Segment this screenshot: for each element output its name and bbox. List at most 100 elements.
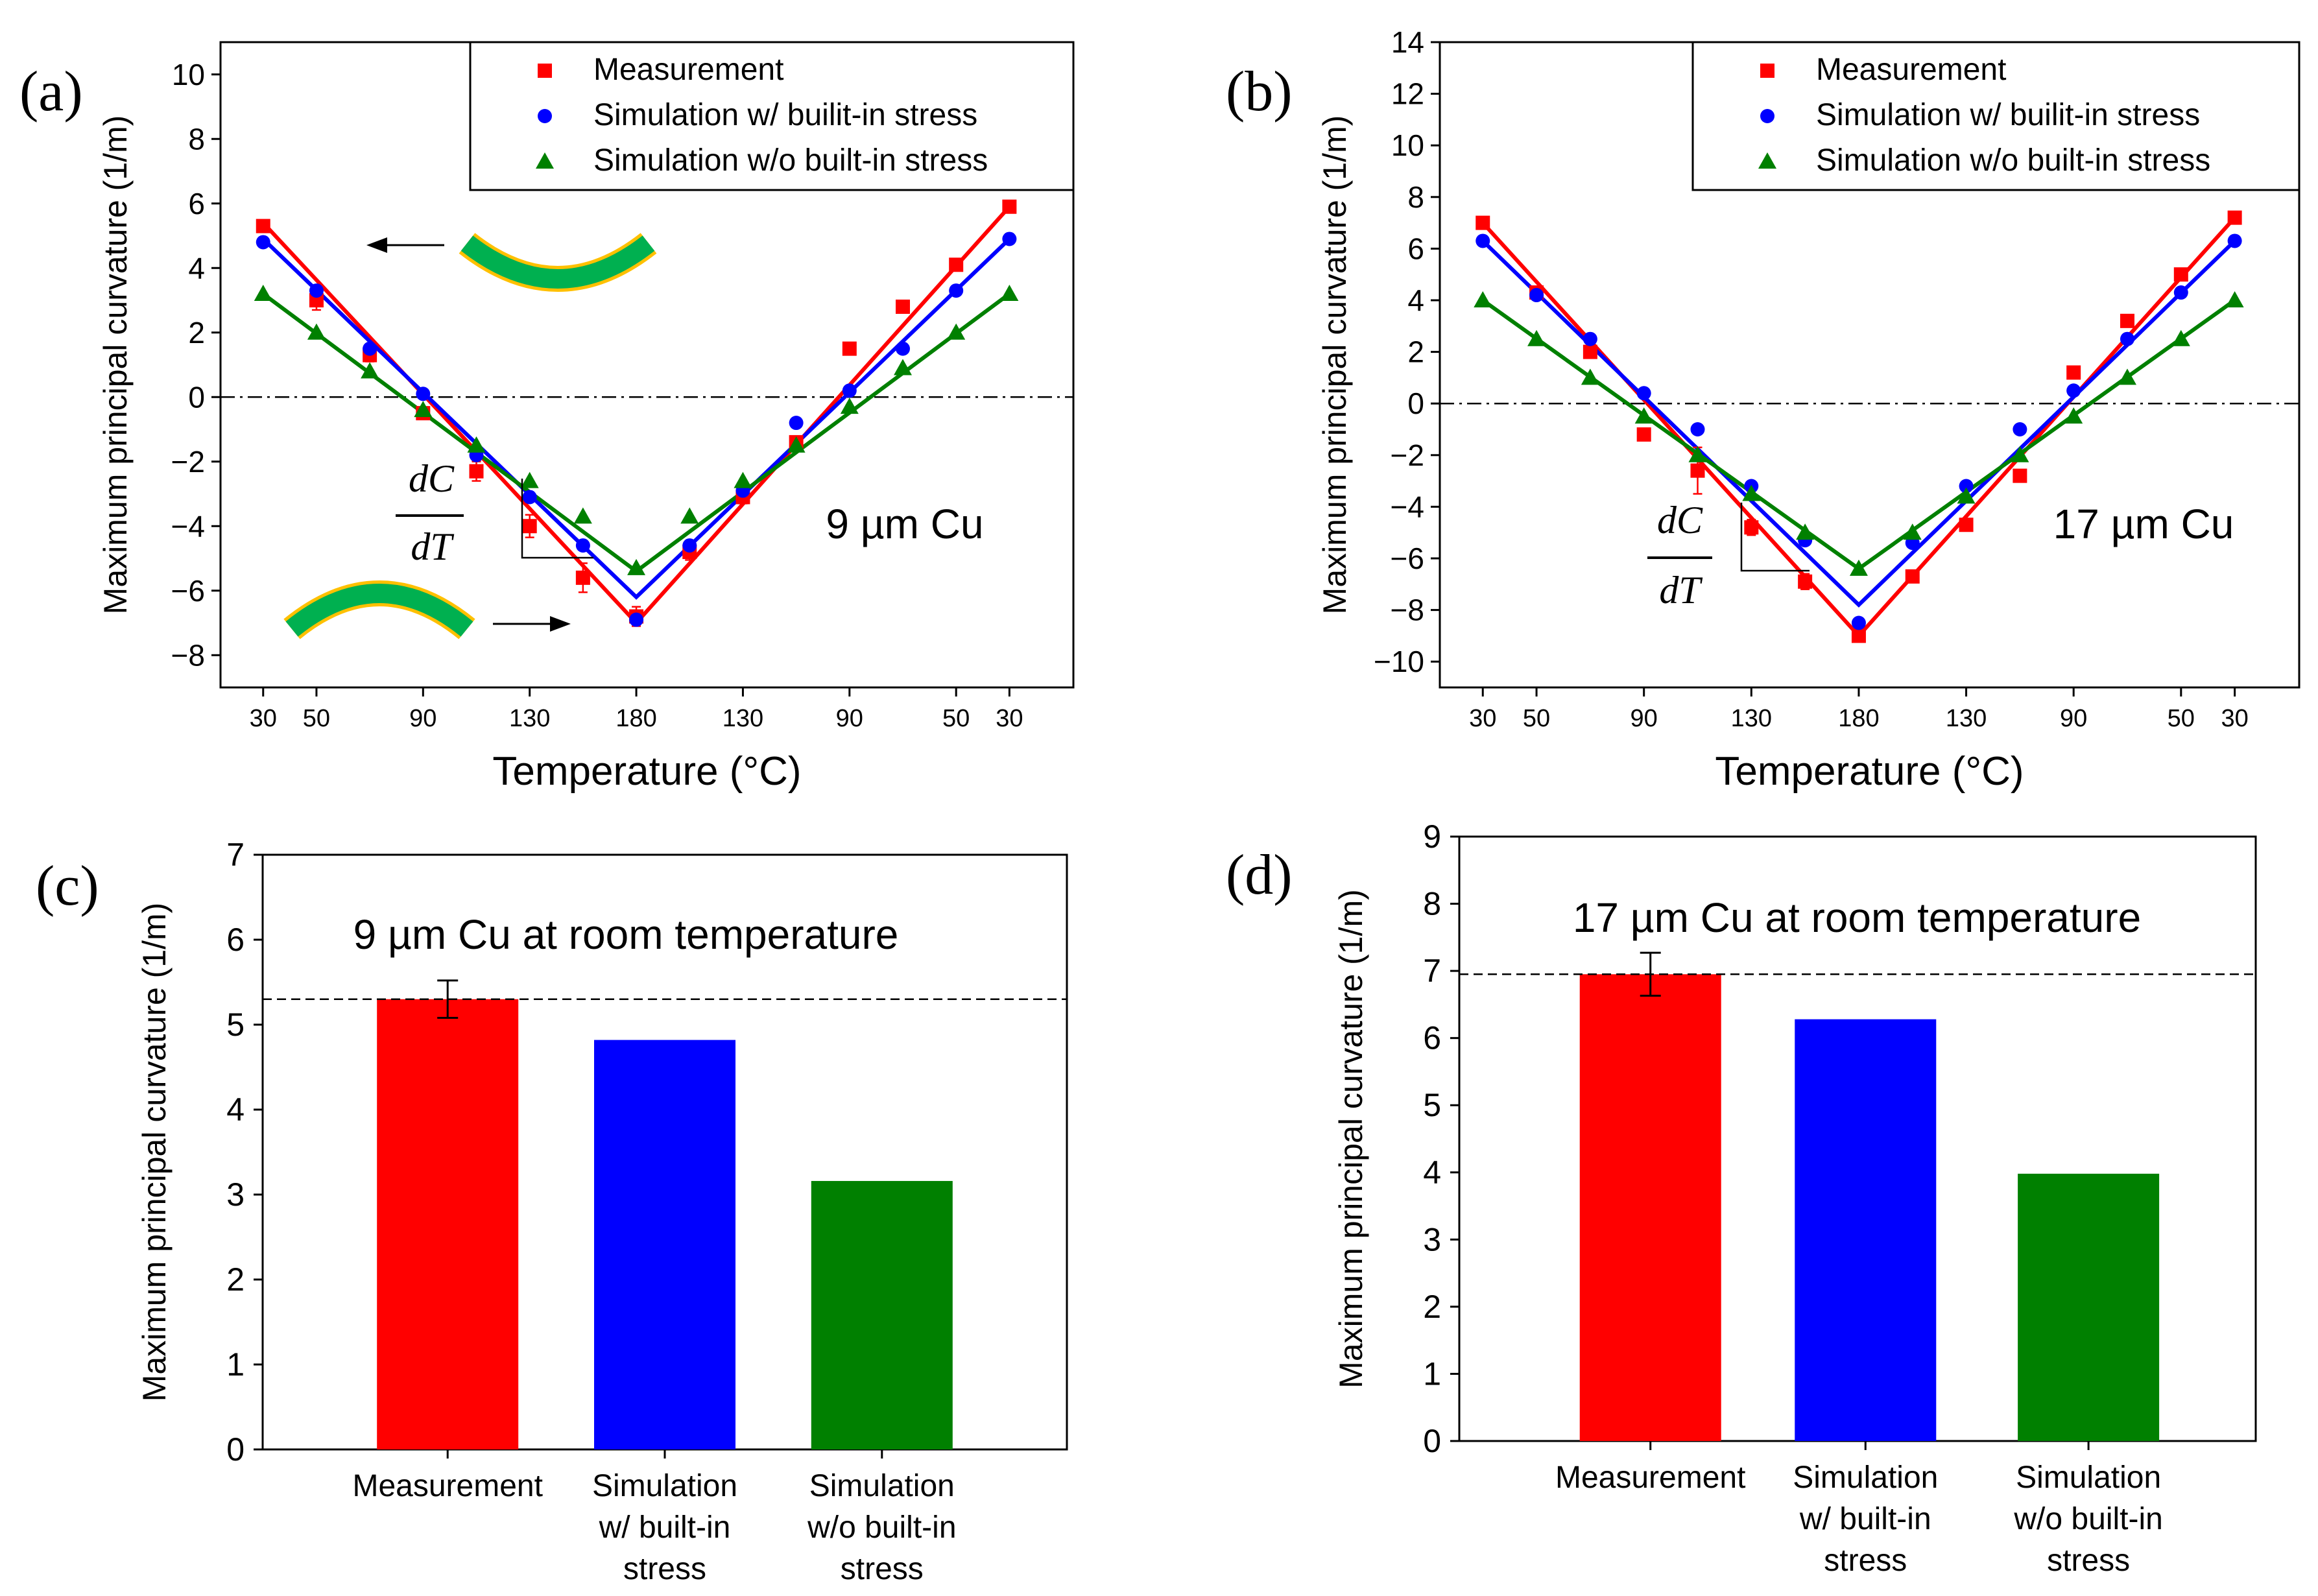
data-point [307, 323, 326, 340]
y-tick-label: 12 [1391, 77, 1424, 111]
data-point [363, 341, 377, 356]
data-point [1636, 386, 1651, 401]
y-tick-label: 10 [172, 58, 205, 91]
x-tick-label: 180 [1838, 705, 1879, 732]
legend-label: Simulation w/o built-in stress [593, 143, 988, 178]
data-point [947, 323, 966, 340]
thickness-label: 9 µm Cu [826, 501, 983, 547]
data-point [2066, 365, 2081, 380]
panel-label: (d) [1226, 844, 1293, 907]
category-label: Simulation [2016, 1460, 2161, 1495]
data-point [734, 471, 752, 488]
y-tick-label: −4 [1391, 490, 1424, 523]
bar [377, 999, 519, 1449]
legend-marker [536, 152, 554, 169]
data-point [522, 519, 537, 534]
x-tick-label: 130 [1731, 705, 1772, 732]
y-tick-label: 3 [1423, 1221, 1441, 1257]
data-point [629, 612, 644, 627]
category-label: stress [841, 1552, 924, 1586]
data-point [467, 436, 486, 453]
deriv-numerator: dC [409, 457, 455, 500]
chart-panel-3: 0 1 2 3 4 5 6 7 8 9 Measurement Simulation w/ built-… [1226, 818, 2257, 1578]
y-tick-label: 7 [226, 837, 245, 873]
x-tick-label: 90 [2060, 705, 2087, 732]
data-point [949, 283, 964, 298]
data-point [894, 359, 912, 375]
bar [1795, 1019, 1937, 1441]
y-tick-label: −6 [171, 574, 205, 608]
data-point [361, 362, 379, 379]
y-tick-label: 8 [1423, 886, 1441, 922]
arrow-right-icon [550, 616, 571, 632]
bar [594, 1040, 735, 1449]
bar [811, 1181, 953, 1449]
category-label: w/o built-in [2013, 1502, 2162, 1536]
y-tick-label: −2 [171, 445, 205, 479]
legend-marker [538, 64, 552, 78]
bent-plate-concave-icon [460, 235, 655, 289]
y-tick-label: 6 [226, 922, 245, 958]
y-tick-label: 4 [188, 251, 205, 285]
panel-label: (c) [36, 855, 99, 918]
category-label: stress [1824, 1543, 1907, 1578]
legend-marker [1758, 152, 1776, 169]
x-tick-label: 90 [1631, 705, 1658, 732]
y-tick-label: −6 [1391, 542, 1424, 575]
panel-label: (a) [19, 60, 83, 123]
data-point [309, 283, 324, 298]
data-point [787, 436, 806, 453]
data-point [522, 490, 537, 505]
data-point [789, 416, 804, 431]
x-tick-label: 30 [996, 705, 1023, 732]
slope-triangle [1740, 503, 1810, 572]
y-tick-label: 6 [1407, 232, 1424, 265]
x-tick-label: 50 [2168, 705, 2195, 732]
x-tick-label: 90 [409, 705, 436, 732]
y-tick-label: 2 [1407, 335, 1424, 369]
y-tick-label: 4 [1423, 1154, 1441, 1191]
legend-label: Measurement [1816, 53, 2006, 87]
data-point [896, 341, 910, 356]
deriv-denominator: dT [1659, 569, 1703, 612]
x-tick-label: 130 [509, 705, 550, 732]
data-point [1634, 407, 1653, 424]
category-label: Measurement [352, 1469, 542, 1503]
legend-label: Simulation w/ builit-in stress [593, 98, 977, 132]
data-point [842, 341, 857, 356]
fit-line [1481, 239, 2236, 608]
data-point [896, 299, 910, 314]
data-point [575, 570, 590, 585]
data-point [520, 471, 539, 488]
y-tick-label: −2 [1391, 438, 1424, 472]
data-point [2120, 331, 2134, 346]
category-label: Simulation [592, 1469, 737, 1503]
x-tick-label: 130 [723, 705, 763, 732]
data-point [1690, 422, 1705, 436]
y-axis-label: Maximum principal curvature (1/m) [97, 115, 134, 615]
data-point [840, 398, 859, 414]
y-tick-label: −8 [171, 638, 205, 672]
y-tick-label: 4 [226, 1091, 245, 1128]
y-tick-label: 2 [188, 316, 205, 350]
y-tick-label: 7 [1423, 953, 1441, 989]
y-tick-label: 9 [1423, 818, 1441, 855]
y-tick-label: −10 [1374, 645, 1424, 678]
x-tick-label: 50 [1523, 705, 1550, 732]
y-axis-label: Maximum principal curvature (1/m) [1317, 115, 1353, 615]
data-point [1581, 368, 1599, 385]
category-label: Simulation [809, 1469, 955, 1503]
arrow-left-icon [366, 237, 387, 253]
category-label: stress [2047, 1543, 2130, 1578]
y-tick-label: 1 [1423, 1355, 1441, 1392]
x-tick-label: 30 [250, 705, 277, 732]
data-point [1851, 628, 1866, 643]
y-tick-label: 5 [226, 1006, 245, 1043]
data-point [256, 219, 270, 233]
data-point [1583, 331, 1597, 346]
data-point [1476, 233, 1490, 248]
legend-label: Measurement [593, 53, 783, 87]
x-tick-label: 30 [2221, 705, 2248, 732]
data-point [2011, 446, 2029, 462]
data-point [680, 507, 699, 524]
